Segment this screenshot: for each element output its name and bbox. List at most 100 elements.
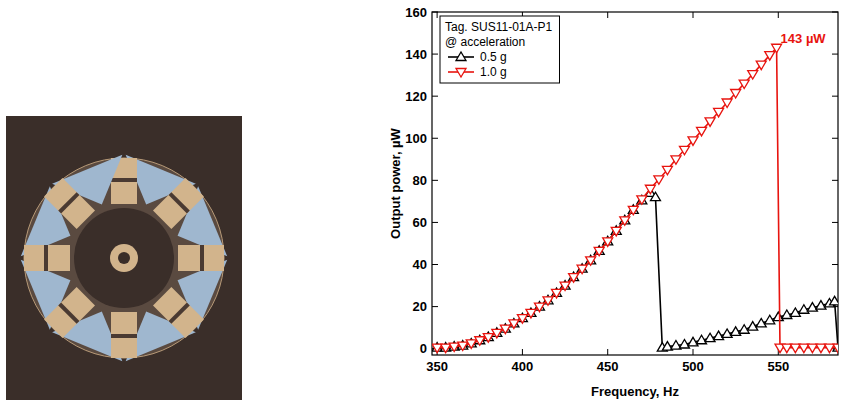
data-point [807,344,817,353]
y-axis-title: Output power, µW [388,127,403,238]
x-tick [693,349,694,355]
y-tick-right [832,180,838,181]
data-point [722,329,732,338]
y-tick-label: 0 [420,341,427,356]
x-tick-top [437,12,438,18]
photo-pad [111,312,137,358]
data-point [782,310,792,319]
data-point [782,344,792,353]
y-tick-right [832,222,838,223]
y-tick-label: 160 [405,5,427,20]
data-point [697,127,707,136]
y-tick-label: 100 [405,131,427,146]
data-point [830,296,838,305]
y-tick-right [832,96,838,97]
legend-box [440,16,559,83]
data-point [688,137,698,146]
y-tick-label: 60 [413,215,427,230]
device-photo [6,116,242,400]
data-point [765,52,775,61]
data-point [500,325,510,334]
y-tick [432,264,438,265]
data-point [628,206,638,215]
data-point [833,344,838,353]
x-tick [522,349,523,355]
data-point [705,333,715,342]
data-point [679,146,689,155]
plot-area [432,44,838,352]
x-tick [607,349,608,355]
x-tick-label: 450 [597,359,619,374]
data-point [432,344,442,353]
y-tick-label: 40 [413,257,427,272]
data-point [534,303,544,312]
legend-marker [456,69,466,78]
x-tick-label: 500 [682,359,704,374]
data-point [466,340,476,349]
data-point [603,238,613,247]
legend-label: 1.0 g [480,65,507,79]
photo-pad [24,245,70,271]
x-tick-label: 550 [767,359,789,374]
y-tick [432,222,438,223]
data-point [509,320,519,329]
photo-center-dot [118,252,130,264]
data-point [722,99,732,108]
photo-gap [111,178,137,182]
annotation: 143 µW [781,31,827,46]
y-tick-right [832,54,838,55]
data-point [620,217,630,226]
data-point [577,265,587,274]
data-point [517,315,527,324]
plot-frame [432,12,838,355]
y-tick-label: 140 [405,47,427,62]
legend-label: 0.5 g [480,50,507,64]
data-point [679,339,689,348]
data-point [671,156,681,165]
data-point [654,176,664,185]
data-point [611,227,621,236]
data-point [645,185,655,194]
data-point [799,305,809,314]
x-tick-top [607,12,608,18]
series [432,188,838,351]
photo-center-ring [110,244,138,272]
data-point [552,289,562,298]
photo-gap [200,245,204,271]
legend: Tag. SUS11-01A-P1@ acceleration0.5 g1.0 … [440,16,559,83]
photo-frame [6,116,242,400]
data-point [756,61,766,70]
data-point [483,334,493,343]
x-tick-label: 350 [426,359,448,374]
data-point [560,282,570,291]
photo-gap [169,192,190,213]
data-point [492,329,502,338]
data-point [705,118,715,127]
photo-pad [44,287,95,338]
data-point [714,108,724,117]
x-tick-label: 400 [512,359,534,374]
data-point [586,257,596,266]
y-tick [432,96,438,97]
photo-gap [58,192,79,213]
photo-pad [44,178,95,229]
photo-pad [178,245,224,271]
y-tick [432,138,438,139]
photo-pad [153,287,204,338]
photo-pad [153,178,204,229]
x-tick-top [693,12,694,18]
data-point [543,297,553,306]
y-tick-label: 80 [413,173,427,188]
legend-title: @ acceleration [445,35,525,49]
legend-marker [456,52,466,61]
y-tick [432,306,438,307]
data-point [697,335,707,344]
data-point [731,327,741,336]
data-point [449,343,459,352]
data-point [662,166,672,175]
series-line [437,48,838,348]
data-point [458,342,468,351]
y-tick [432,180,438,181]
data-point [739,80,749,89]
y-tick-right [832,138,838,139]
